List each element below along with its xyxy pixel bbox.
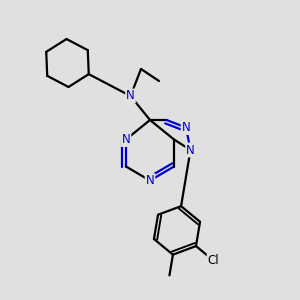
Text: N: N: [182, 121, 190, 134]
Text: Cl: Cl: [208, 254, 219, 267]
Text: N: N: [186, 143, 195, 157]
Text: N: N: [122, 133, 130, 146]
Text: N: N: [126, 89, 135, 103]
Text: N: N: [146, 174, 154, 187]
